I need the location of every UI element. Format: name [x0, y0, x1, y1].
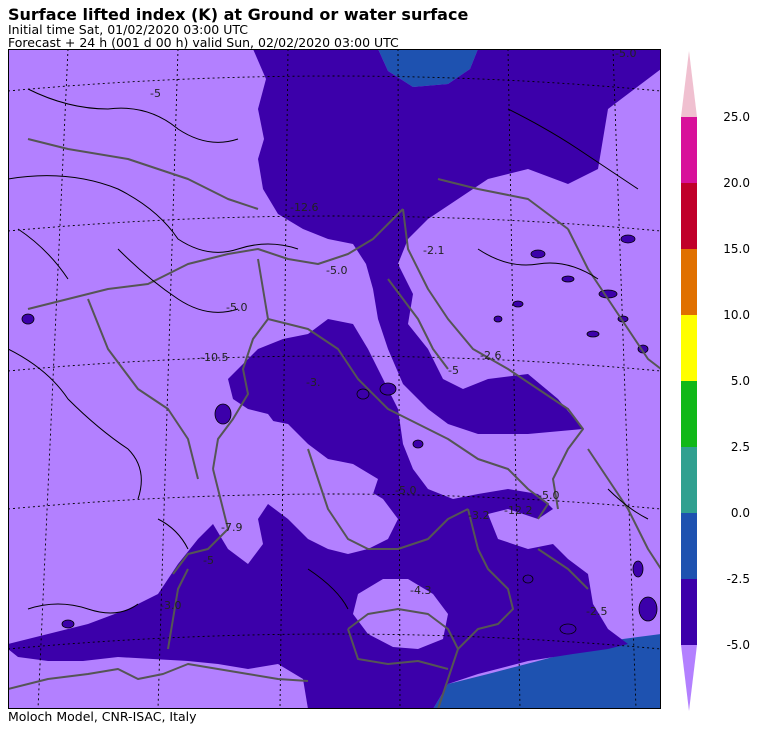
colorbar-swatch: [681, 513, 697, 579]
map-frame: [8, 49, 661, 709]
contour-label: -2.6: [480, 349, 501, 362]
colorbar-swatch: [681, 579, 697, 645]
contour-label: -12.6: [290, 201, 318, 214]
map-title: Surface lifted index (K) at Ground or wa…: [8, 5, 469, 24]
contour-label: -2.5: [586, 605, 607, 618]
initial-time: Initial time Sat, 01/02/2020 03:00 UTC: [8, 22, 249, 37]
field-region-light-southwest: [8, 664, 183, 709]
contour-label: -2.1: [423, 244, 444, 257]
colorbar-tick-label: 0.0: [731, 506, 750, 520]
contour-label: -7.9: [221, 521, 242, 534]
field-region-light-gulf: [353, 579, 448, 649]
field-region-blue-north: [378, 49, 478, 87]
colorbar-swatch: [681, 447, 697, 513]
colorbar-swatch: [681, 315, 697, 381]
colorbar-swatch: [681, 381, 697, 447]
contour-label: -10.5: [200, 351, 228, 364]
colorbar-swatch: [681, 51, 697, 117]
colorbar-tick-label: 20.0: [723, 176, 750, 190]
colorbar-swatch: [681, 645, 697, 711]
colorbar-swatch: [681, 117, 697, 183]
contour-label: -5: [203, 554, 214, 567]
contour-label: -3.2: [468, 509, 489, 522]
contour-label: -3.: [306, 376, 320, 389]
contour-label: -5.0: [226, 301, 247, 314]
contour-label: -5.0: [395, 484, 416, 497]
contour-value-labels: -5.0 -5 -12.6 -2.1 -5.0 -2.6 -10.5 -5 -3…: [150, 49, 636, 618]
colorbar-tick-label: 5.0: [731, 374, 750, 388]
colorbar-legend: 25.0 20.0 15.0 10.0 5.0 2.5 0.0 -2.5 -5.0: [681, 51, 750, 711]
field-region-light-pocket: [263, 419, 378, 499]
lifted-index-map: -5.0 -5 -12.6 -2.1 -5.0 -2.6 -10.5 -5 -3…: [8, 49, 661, 709]
colorbar-tick-label: -5.0: [727, 638, 750, 652]
colorbar-swatch: [681, 183, 697, 249]
contour-label: -5: [150, 87, 161, 100]
contour-label: -5.0: [326, 264, 347, 277]
colorbar-tick-label: 15.0: [723, 242, 750, 256]
contour-label: -5.0: [538, 489, 559, 502]
contour-label: -5: [448, 364, 459, 377]
lat-lon-grid: [8, 49, 661, 709]
field-region-blue-southeast: [433, 634, 661, 709]
model-credit: Moloch Model, CNR-ISAC, Italy: [8, 709, 197, 724]
contour-label: -3.0: [160, 599, 181, 612]
contour-label: -5.0: [615, 49, 636, 60]
colorbar-tick-label: -2.5: [727, 572, 750, 586]
colorbar-tick-label: 2.5: [731, 440, 750, 454]
contour-label: -4.3: [410, 584, 431, 597]
forecast-valid-time: Forecast + 24 h (001 d 00 h) valid Sun, …: [8, 35, 399, 50]
colorbar-tick-label: 10.0: [723, 308, 750, 322]
colorbar-swatch: [681, 249, 697, 315]
contour-label: -12.2: [504, 504, 532, 517]
coastlines: [8, 138, 661, 709]
field-region-dark-center: [8, 319, 628, 709]
lifted-index-contours: [8, 88, 649, 614]
field-cells: [21, 234, 658, 635]
colorbar-tick-label: 25.0: [723, 110, 750, 124]
field-region-dark-northeast: [253, 49, 661, 434]
